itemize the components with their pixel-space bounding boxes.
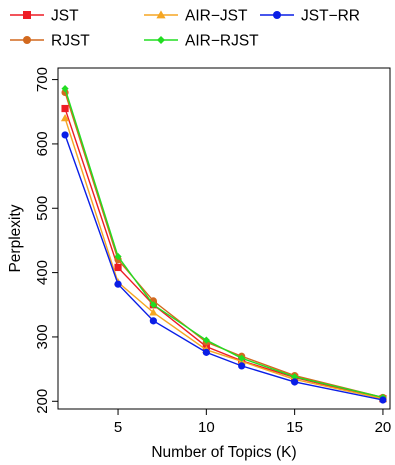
legend-label: JST (51, 8, 79, 25)
data-point (202, 348, 210, 356)
data-point (149, 308, 158, 316)
plot-frame (57, 67, 391, 410)
data-point (202, 336, 210, 344)
series-line (64, 117, 384, 400)
series-jst (61, 104, 387, 403)
x-tick-label: 5 (114, 419, 122, 436)
series-line (64, 134, 384, 401)
x-tick-label: 20 (375, 419, 392, 436)
data-point (238, 354, 246, 362)
legend-marker (273, 11, 281, 19)
y-tick-label: 500 (34, 196, 51, 221)
legend-item: JST (10, 8, 79, 25)
legend-item: AIR−JST (144, 8, 248, 25)
legend-item: AIR−RJST (144, 33, 259, 50)
legend: JST AIR−JST JST−RR RJST AIR−RJST (10, 8, 360, 50)
x-tick-label: 10 (198, 419, 215, 436)
series-layer (60, 84, 388, 404)
data-point (238, 362, 246, 370)
x-tick-label: 15 (286, 419, 303, 436)
legend-marker (23, 11, 31, 19)
legend-marker (156, 10, 166, 19)
data-point (60, 114, 70, 122)
x-axis: 5 10 15 20 (114, 409, 391, 436)
y-tick-label: 400 (34, 260, 51, 285)
legend-label: JST−RR (301, 8, 360, 25)
legend-marker (157, 36, 165, 44)
y-tick-label: 600 (34, 131, 51, 156)
data-point (379, 396, 387, 404)
y-tick-label: 300 (34, 324, 51, 349)
series-line (64, 92, 384, 399)
legend-item: RJST (10, 33, 90, 50)
series-jst-rr (61, 131, 387, 404)
data-point (114, 263, 122, 272)
data-point (61, 84, 69, 93)
legend-label: AIR−RJST (185, 33, 259, 50)
data-point (61, 104, 69, 113)
legend-label: AIR−JST (185, 8, 248, 25)
legend-label: RJST (51, 33, 90, 50)
data-point (61, 131, 69, 139)
y-axis: 200 300 400 500 600 700 (34, 67, 58, 414)
legend-marker (23, 36, 31, 44)
y-axis-title: Perplexity (7, 204, 24, 272)
data-point (114, 252, 122, 261)
data-point (149, 317, 157, 325)
data-point (114, 280, 122, 288)
y-tick-label: 200 (34, 389, 51, 414)
y-tick-label: 700 (34, 67, 51, 92)
data-point (291, 373, 299, 381)
data-point (149, 301, 157, 309)
x-axis-title: Number of Topics (K) (151, 444, 296, 461)
legend-item: JST−RR (260, 8, 360, 25)
data-point (291, 378, 299, 386)
series-air-rjst (61, 84, 387, 402)
